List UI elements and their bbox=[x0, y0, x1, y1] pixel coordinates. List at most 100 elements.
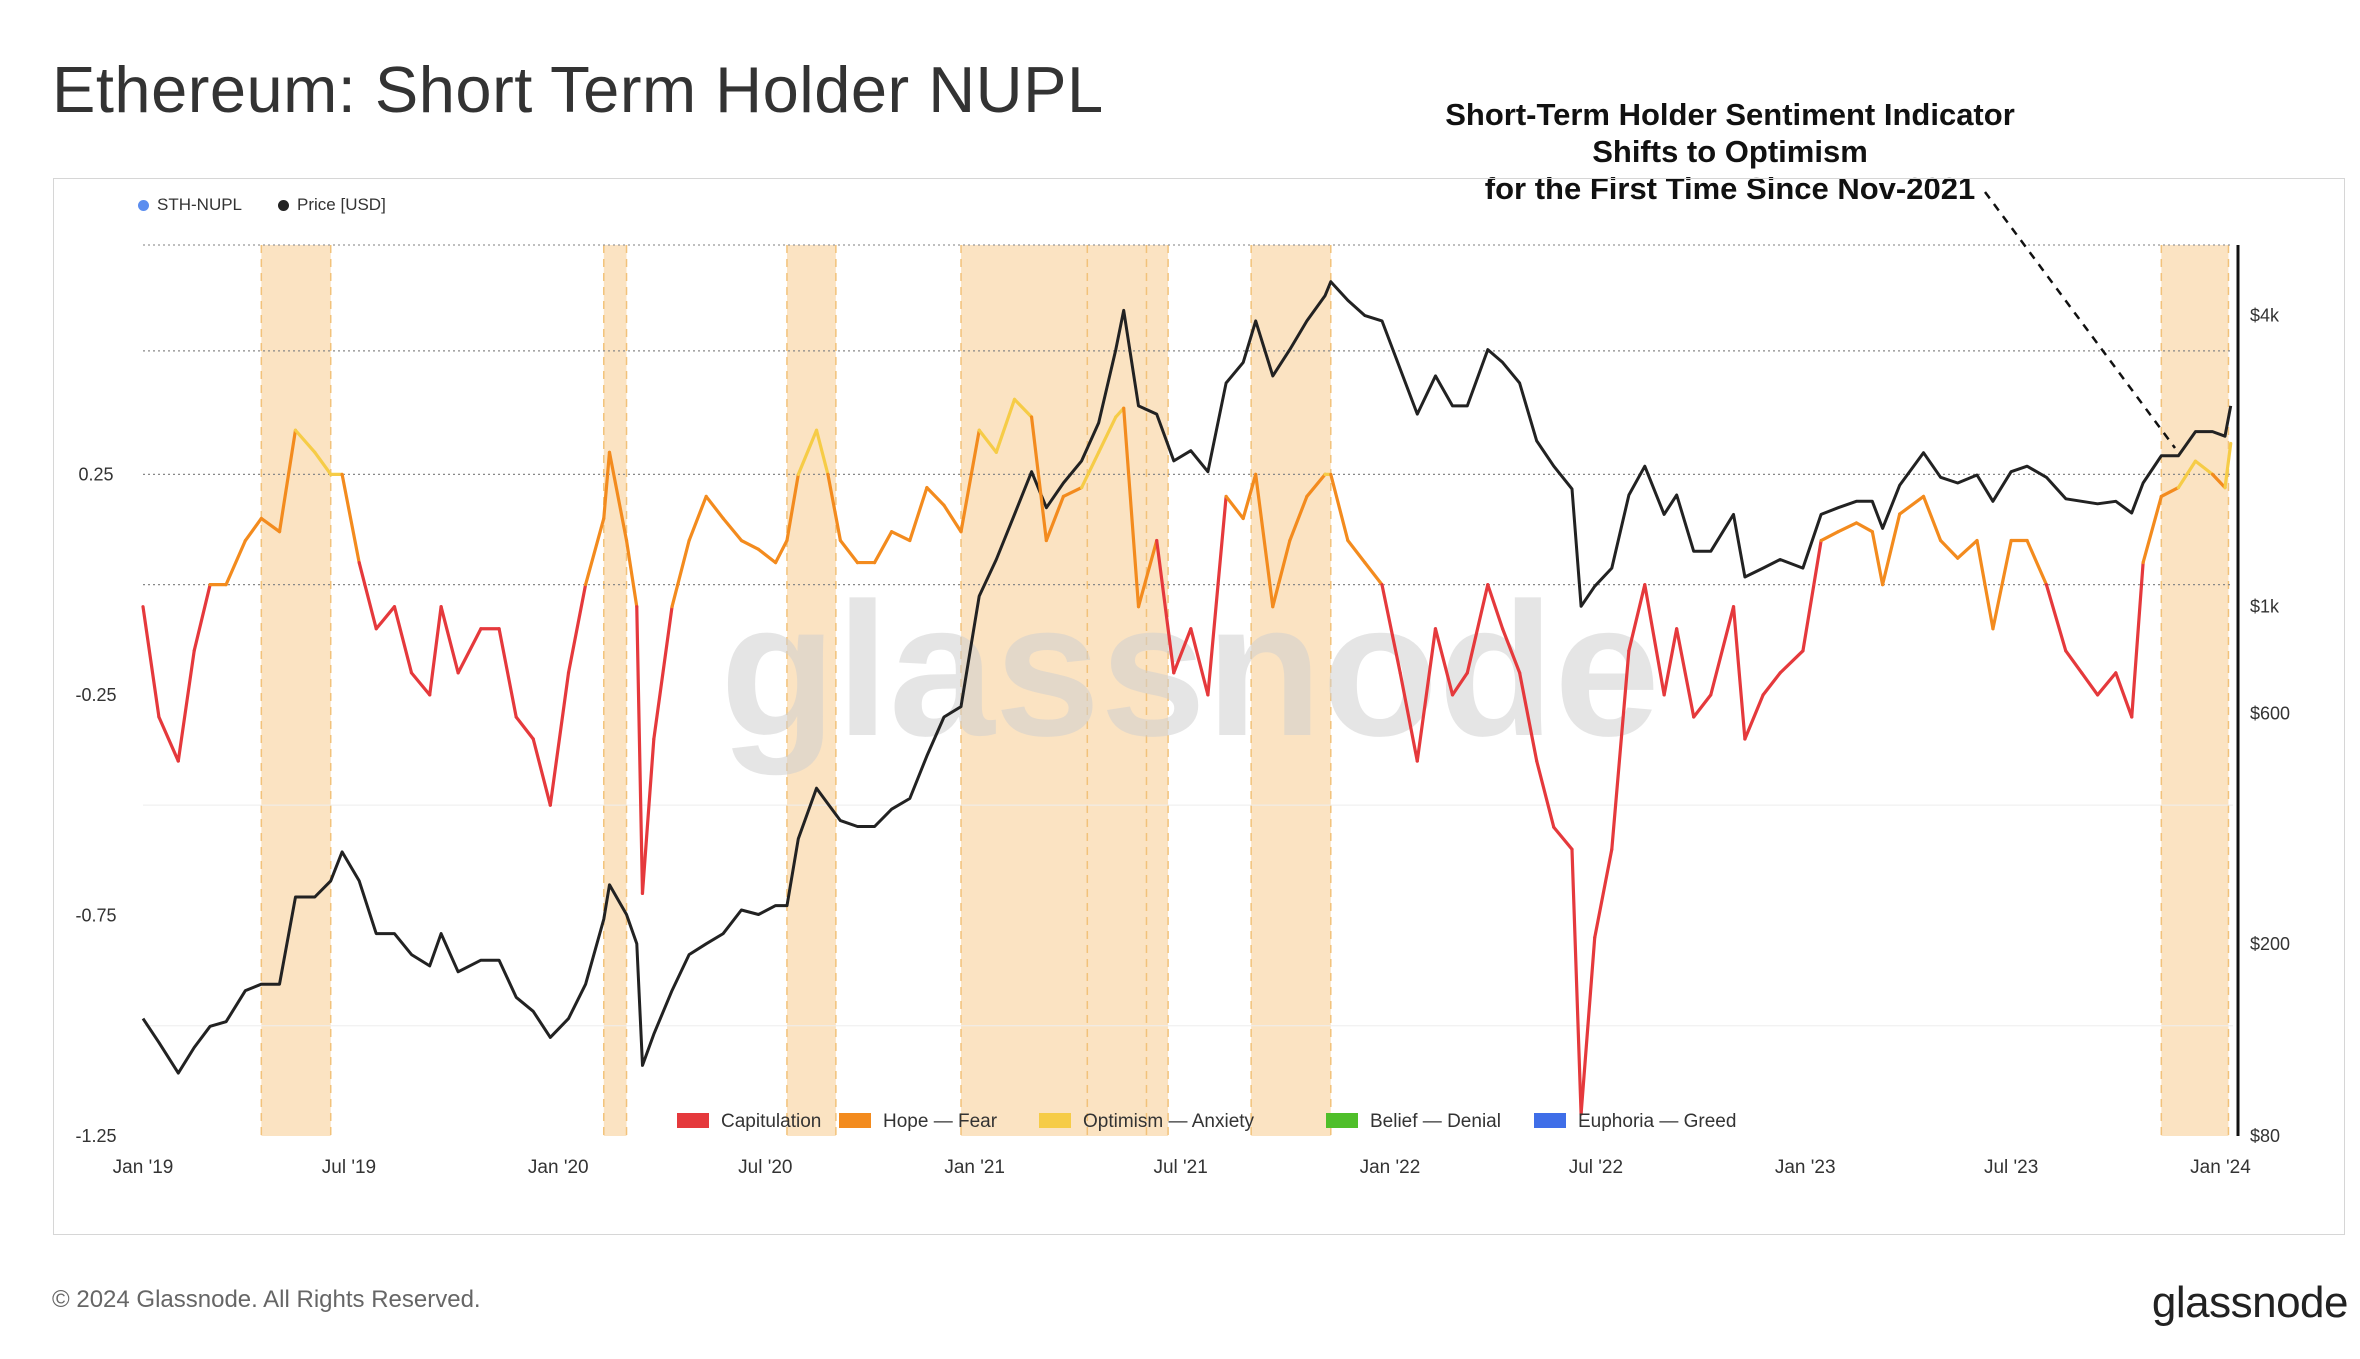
highlight-band bbox=[1251, 245, 1331, 1136]
legend-dot bbox=[138, 199, 149, 211]
sth-nupl-segment bbox=[1465, 583, 1490, 675]
sth-nupl-segment bbox=[890, 530, 912, 543]
zone-legend-swatch bbox=[1326, 1113, 1358, 1128]
sth-nupl-segment bbox=[1898, 494, 1926, 516]
sth-nupl-segment bbox=[1778, 649, 1805, 675]
sth-nupl-segment bbox=[1675, 627, 1696, 719]
sth-nupl-segment bbox=[1486, 583, 1505, 631]
sth-nupl-segment bbox=[640, 737, 656, 896]
sth-nupl-segment bbox=[1363, 560, 1384, 587]
y-tick-label-left: -1.25 bbox=[75, 1126, 116, 1146]
sth-nupl-segment bbox=[1975, 538, 1995, 631]
sth-nupl-segment bbox=[1870, 530, 1885, 587]
sth-nupl-segment bbox=[814, 428, 830, 476]
sth-nupl-segment bbox=[838, 538, 860, 565]
sth-nupl-segment bbox=[1122, 406, 1141, 609]
sth-nupl-segment bbox=[1836, 521, 1859, 534]
sth-nupl-segment bbox=[176, 649, 196, 763]
zone-legend-label: Optimism — Anxiety bbox=[1083, 1111, 1255, 1132]
sth-nupl-segment bbox=[721, 516, 744, 543]
sth-nupl-segment bbox=[773, 538, 789, 565]
sth-nupl-segment bbox=[1061, 485, 1084, 499]
sth-nupl-segment bbox=[1044, 494, 1066, 543]
sth-nupl-segment bbox=[224, 538, 247, 587]
sth-nupl-segment bbox=[942, 503, 963, 534]
sth-nupl-segment bbox=[977, 428, 998, 454]
sth-nupl-segment bbox=[1709, 605, 1736, 697]
sth-nupl-segment bbox=[531, 737, 552, 807]
sth-nupl-segment bbox=[1012, 397, 1034, 419]
sth-nupl-segment bbox=[1415, 627, 1438, 763]
sth-nupl-segment bbox=[1097, 415, 1118, 454]
x-tick-label: Jul '20 bbox=[738, 1157, 792, 1178]
sth-nupl-segment bbox=[313, 450, 333, 476]
x-tick-label: Jul '21 bbox=[1153, 1157, 1207, 1178]
x-tick-label: Jan '23 bbox=[1775, 1157, 1836, 1178]
sth-nupl-segment bbox=[756, 547, 778, 565]
sth-nupl-segment bbox=[141, 605, 161, 719]
sth-nupl-segment bbox=[428, 605, 443, 697]
zone-legend-swatch bbox=[839, 1113, 871, 1128]
sth-nupl-segment bbox=[1271, 538, 1292, 609]
y-tick-label-left: -0.75 bbox=[75, 905, 116, 925]
legend-item-price[interactable]: Price [USD] bbox=[278, 195, 386, 215]
annotation-line: Shifts to Optimism bbox=[1592, 134, 1868, 169]
sth-nupl-segment bbox=[497, 627, 518, 719]
zone-legend-label: Hope — Fear bbox=[883, 1111, 998, 1132]
sth-nupl-segment bbox=[635, 605, 645, 896]
sth-nupl-segment bbox=[959, 428, 981, 534]
legend-dot bbox=[278, 199, 290, 211]
legend-item-sth-nupl[interactable]: STH-NUPL bbox=[138, 195, 242, 215]
sth-nupl-segment bbox=[1500, 627, 1522, 675]
sth-nupl-segment bbox=[2210, 472, 2227, 490]
sth-nupl-segment bbox=[607, 450, 629, 543]
x-tick-label: Jul '19 bbox=[322, 1157, 376, 1178]
sth-nupl-segment bbox=[2114, 671, 2134, 719]
sth-nupl-segment bbox=[994, 397, 1017, 454]
sth-nupl-segment bbox=[1692, 693, 1713, 719]
sth-nupl-segment bbox=[439, 605, 460, 675]
sth-nupl-segment bbox=[1029, 415, 1048, 543]
sth-nupl-segment bbox=[2130, 560, 2145, 719]
sth-nupl-segment bbox=[2193, 459, 2215, 476]
sth-nupl-segment bbox=[1991, 538, 2013, 631]
sth-nupl-segment bbox=[1288, 494, 1309, 543]
x-tick-label: Jan '24 bbox=[2190, 1157, 2251, 1178]
sth-nupl-segment bbox=[1921, 494, 1943, 543]
sth-nupl-segment bbox=[1939, 538, 1960, 560]
sth-nupl-segment bbox=[624, 538, 639, 609]
y-tick-label-left: -0.25 bbox=[75, 685, 116, 705]
sth-nupl-segment bbox=[1254, 472, 1275, 609]
zone-legend-label: Euphoria — Greed bbox=[1578, 1111, 1736, 1132]
price-series-line bbox=[141, 280, 2233, 1075]
sth-nupl-segment bbox=[739, 538, 761, 551]
sth-nupl-segment bbox=[1819, 530, 1840, 543]
chart-legend-top: STH-NUPL Price [USD] bbox=[138, 195, 386, 215]
sth-nupl-segment bbox=[340, 472, 361, 565]
x-tick-label: Jan '19 bbox=[113, 1157, 174, 1178]
sth-nupl-segment bbox=[1241, 472, 1258, 521]
x-tick-label: Jan '21 bbox=[944, 1157, 1005, 1178]
sth-nupl-segment bbox=[1189, 627, 1210, 697]
zone-legend-label: Capitulation bbox=[721, 1111, 821, 1132]
sth-nupl-segment bbox=[1552, 825, 1574, 851]
sth-nupl-segment bbox=[259, 516, 282, 534]
sth-nupl-segment bbox=[670, 538, 691, 609]
highlight-band bbox=[2161, 245, 2229, 1136]
sth-nupl-segment bbox=[243, 516, 263, 543]
sth-nupl-segment bbox=[2044, 583, 2068, 653]
sth-nupl-segment bbox=[409, 671, 432, 697]
highlight-band bbox=[786, 245, 836, 1136]
sth-nupl-segment bbox=[1743, 693, 1765, 741]
legend-label: STH-NUPL bbox=[157, 195, 243, 214]
sth-nupl-segment bbox=[1610, 649, 1631, 851]
sth-nupl-segment bbox=[1329, 472, 1350, 543]
sth-nupl-segment bbox=[1224, 494, 1245, 521]
sth-nupl-segment bbox=[2080, 671, 2100, 697]
sth-nupl-segment bbox=[1662, 627, 1679, 697]
sth-nupl-segment bbox=[1627, 583, 1647, 653]
sth-nupl-segment bbox=[1398, 671, 1419, 763]
sth-nupl-segment bbox=[1535, 759, 1556, 829]
sth-nupl-segment bbox=[2223, 441, 2233, 490]
